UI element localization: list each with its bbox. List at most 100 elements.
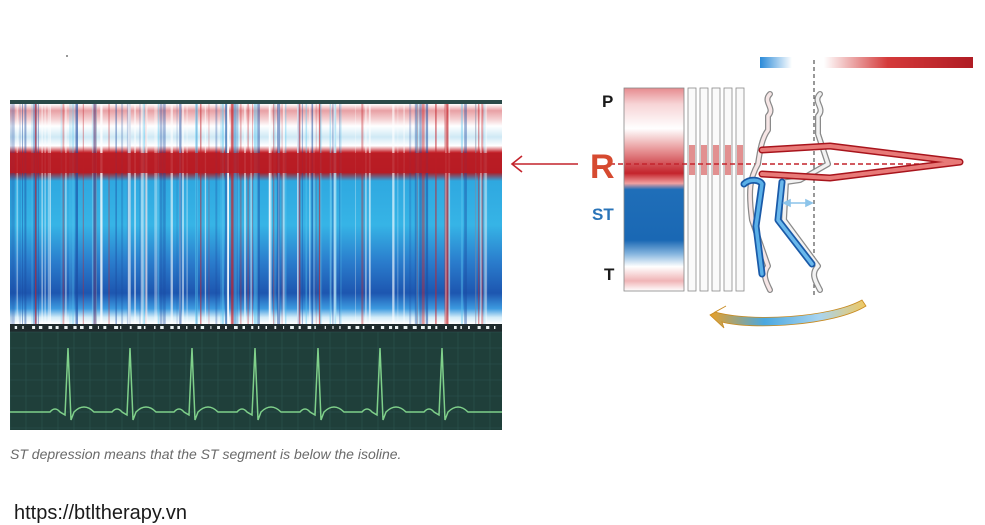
heatmap-streak: [237, 104, 239, 324]
timeline-tick: [283, 326, 285, 329]
label-p: P: [602, 92, 613, 111]
timeline-tick: [14, 326, 18, 329]
heatmap-streak: [220, 104, 223, 324]
timeline-tick: [314, 326, 316, 329]
site-url[interactable]: https://btltherapy.vn: [14, 502, 188, 524]
timeline-tick: [389, 326, 393, 329]
heatmap-streak: [140, 104, 144, 324]
timeline-tick: [160, 326, 164, 329]
timeline-tick: [290, 326, 294, 329]
heatmap-streak: [96, 104, 97, 324]
heatmap-streak: [69, 104, 71, 324]
heatmap-streak: [339, 104, 341, 324]
timeline-tick: [454, 326, 457, 329]
heatmap-streak: [176, 104, 178, 324]
st-depression-indicator: [782, 198, 814, 208]
heatmap-streak: [221, 104, 225, 324]
heatmap-streak: [121, 104, 124, 324]
heatmap-streak: [250, 104, 253, 324]
heatmap-streak: [318, 104, 321, 324]
heatmap-streak: [65, 104, 67, 324]
heatmap-streak: [247, 104, 249, 324]
heatmap-streak: [253, 104, 257, 324]
heatmap-streak: [309, 104, 311, 324]
heatmap-streak: [330, 104, 332, 324]
heatmap-streak: [91, 104, 93, 324]
heatmap-streak: [62, 104, 65, 324]
st-heatmap-panel: [10, 100, 502, 430]
timeline-tick: [494, 326, 496, 329]
heatmap-streak: [154, 104, 158, 324]
heatmap-streak: [333, 104, 337, 324]
heatmap-streak: [186, 104, 188, 324]
timeline-tick: [55, 326, 59, 329]
timeline-tick: [362, 326, 365, 329]
pointer-arrow: [510, 155, 578, 173]
timeline-tick: [332, 326, 334, 329]
heatmap-streak: [195, 104, 198, 324]
heatmap-streak: [392, 104, 395, 324]
heatmap-streak: [157, 104, 160, 324]
st-segment-diagram: P R ST T: [510, 57, 973, 329]
heatmap-streak: [298, 104, 301, 324]
heatmap-streak: [297, 104, 299, 324]
heatmap-streak: [134, 104, 136, 324]
heatmap-streak: [425, 104, 429, 324]
heatmap-streak: [273, 104, 275, 324]
heatmap-streak: [10, 104, 12, 324]
timeline-tick: [339, 326, 341, 329]
heatmap-streak: [231, 104, 234, 324]
heatmap-streak: [311, 104, 314, 324]
timeline-tick: [298, 326, 301, 329]
heatmap-streak: [145, 104, 148, 324]
heatmap-streak: [225, 104, 227, 324]
timeline-tick: [38, 326, 43, 329]
heatmap-streak: [480, 104, 482, 324]
timeline-tick: [200, 326, 205, 329]
heatmap-streak: [159, 104, 163, 324]
timeline-tick: [380, 326, 385, 329]
thin-strips: [687, 87, 745, 292]
heatmap-streak: [301, 104, 303, 324]
heatmap-streak: [481, 104, 484, 324]
heatmap-streak: [329, 104, 332, 324]
heatmap-streak: [11, 104, 15, 324]
heatmap-streak: [31, 104, 34, 324]
heatmap-streak: [60, 104, 63, 324]
heatmap-streak: [478, 104, 480, 324]
heatmap-streak: [196, 104, 198, 324]
timeline-tick: [80, 326, 84, 329]
timeline-tick: [97, 326, 99, 329]
heatmap-streak: [225, 104, 227, 324]
heatmap-streak: [368, 104, 371, 324]
heatmap-streak: [75, 104, 78, 324]
timeline-tick: [129, 326, 132, 329]
figure-caption: ST depression means that the ST segment …: [10, 446, 402, 462]
timeline-tick: [73, 326, 77, 329]
timeline-tick-strip: [14, 326, 496, 329]
heatmap-streak: [139, 104, 141, 324]
heatmap-streak: [355, 104, 356, 324]
heatmap-streak: [204, 104, 207, 324]
timeline-tick: [143, 326, 146, 329]
timeline-tick: [468, 326, 470, 329]
heatmap-streak: [435, 104, 437, 324]
heatmap-streak: [179, 104, 182, 324]
heatmap-streak: [397, 104, 399, 324]
heatmap-streak: [100, 104, 103, 324]
heatmap-streak: [340, 104, 342, 324]
heatmap-streak: [16, 104, 18, 324]
color-scale-bar: [760, 57, 973, 68]
heatmap-streak: [35, 104, 37, 324]
heatmap-streak: [244, 104, 246, 324]
heatmap-streak: [320, 104, 321, 324]
heatmap-streak: [416, 104, 420, 324]
waveform-tubes: [740, 91, 964, 293]
heatmap-streak: [277, 104, 281, 324]
heatmap-streak: [234, 104, 238, 324]
heatmap-streak: [200, 104, 202, 324]
heatmap-streak: [179, 104, 182, 324]
gradient-column: [623, 87, 685, 292]
timeline-tick: [170, 326, 174, 329]
heatmap-streak: [297, 104, 300, 324]
